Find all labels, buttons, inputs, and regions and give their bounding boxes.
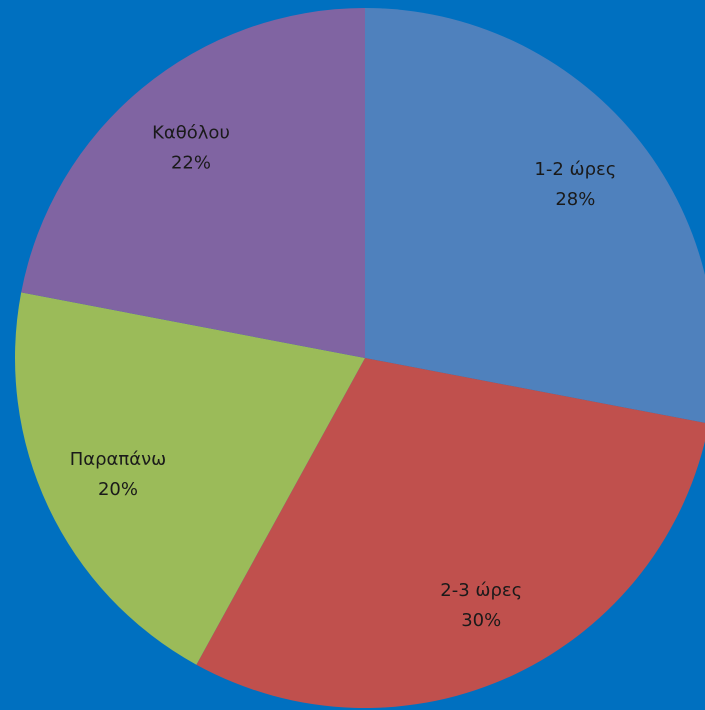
- slice-label: 1-2 ώρες: [534, 159, 616, 180]
- pie-slice: [365, 8, 705, 423]
- slice-value-label: 20%: [98, 479, 138, 500]
- slice-value-label: 22%: [171, 153, 211, 174]
- pie-slice: [21, 8, 365, 358]
- pie-slice: [15, 292, 366, 665]
- slice-label: Παραπάνω: [70, 449, 167, 470]
- slice-value-label: 28%: [555, 189, 595, 210]
- slice-value-label: 30%: [461, 610, 501, 631]
- pie-slice: [196, 358, 705, 708]
- slice-label: Καθόλου: [152, 123, 230, 144]
- slice-label: 2-3 ώρες: [440, 580, 522, 601]
